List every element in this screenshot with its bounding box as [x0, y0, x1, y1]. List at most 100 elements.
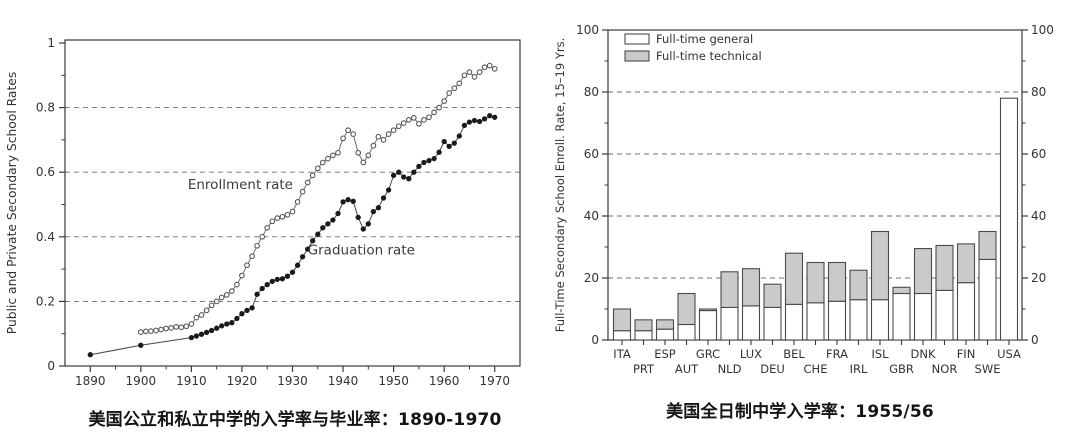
graduation-rate-label: Graduation rate [308, 243, 415, 259]
data-point [178, 324, 185, 331]
bar-NOR-general [935, 289, 954, 341]
enrollment-rate-label: Enrollment rate [188, 177, 293, 193]
data-point [279, 213, 286, 220]
bar-GRC-technical [698, 308, 718, 312]
data-point [355, 214, 361, 221]
data-point [188, 321, 195, 327]
legend-swatch-general [624, 33, 650, 45]
country-label-FRA: FRA [826, 347, 848, 361]
country-label-AUT: AUT [675, 362, 699, 376]
data-point [416, 120, 422, 127]
data-point [305, 246, 311, 252]
data-point [471, 117, 478, 124]
bars [612, 97, 1019, 341]
country-label-SWE: SWE [975, 362, 1001, 376]
right-chart-caption: 美国全日制中学入学率：1955/56 [666, 402, 934, 422]
bar-chart-figure: 0 0 20 20 40 40 60 60 80 80 100 100 Full-Time Second… [540, 0, 1080, 445]
data-point [87, 352, 93, 358]
data-point [214, 325, 220, 331]
data-point [441, 138, 447, 145]
y-tick-label: 0.4 [36, 230, 55, 244]
line-chart: 0 0.2 0.4 0.6 0.8 1 1890 1900 1910 1920 1930 1940 19… [5, 36, 521, 388]
data-point [406, 176, 412, 182]
data-point [239, 311, 245, 317]
y-axis: 0 0.2 0.4 0.6 0.8 1 [36, 36, 65, 373]
data-point [269, 278, 275, 285]
country-label-DNK: DNK [911, 347, 936, 361]
data-point [309, 172, 316, 179]
data-point [244, 262, 250, 269]
data-point [183, 323, 190, 330]
bar-GBR-general [892, 292, 911, 341]
legend-label-technical: Full-time technical [656, 49, 762, 63]
data-point [304, 179, 311, 186]
y-tick-label-left: 60 [584, 147, 599, 161]
data-point [355, 149, 362, 156]
data-point [284, 273, 291, 279]
country-label-NLD: NLD [718, 362, 742, 376]
y-tick-label-right: 0 [1031, 333, 1039, 347]
data-point [244, 307, 250, 314]
data-point [269, 218, 276, 225]
data-point [466, 119, 473, 125]
data-point [476, 69, 483, 75]
data-point [410, 115, 417, 121]
y-tick-label-right: 40 [1031, 209, 1046, 223]
data-point [294, 262, 301, 268]
data-point [466, 69, 473, 75]
country-label-FIN: FIN [957, 347, 976, 361]
bar-CHE-technical [806, 261, 825, 304]
data-point [314, 165, 321, 172]
data-point [345, 197, 351, 203]
data-point [223, 292, 230, 298]
y-tick-label-right: 80 [1031, 85, 1046, 99]
data-point [396, 169, 402, 175]
data-point [390, 127, 397, 134]
data-point [481, 116, 488, 122]
data-point [436, 149, 442, 155]
enrollment-rate-series: Enrollment rate [137, 62, 498, 335]
x-axis: 1890 1900 1910 1920 1930 1940 1950 1960 1970 [75, 366, 510, 388]
bar-DNK-technical [913, 248, 933, 295]
enrollment-rate-line [140, 65, 495, 333]
y-tick-label: 0.2 [36, 294, 55, 308]
y-tick-label-left: 40 [584, 209, 599, 223]
data-point [405, 117, 412, 123]
x-tick-label: 1910 [176, 374, 207, 388]
x-tick-label: 1920 [227, 374, 258, 388]
country-label-CHE: CHE [804, 362, 828, 376]
data-point [198, 312, 205, 318]
country-label-GBR: GBR [889, 362, 914, 376]
data-point [137, 329, 144, 335]
data-point [370, 208, 377, 215]
bar-DNK-general [913, 292, 933, 341]
x-tick-label: 1890 [75, 374, 106, 388]
data-point [461, 72, 468, 79]
data-point [380, 137, 387, 143]
y-tick-label-left: 20 [584, 271, 599, 285]
data-point [320, 225, 326, 231]
bar-SWE-technical [978, 230, 997, 260]
data-point [193, 333, 200, 339]
data-point [208, 302, 215, 309]
legend: Full-time general Full-time technical [624, 32, 762, 63]
graduation-rate-line [90, 115, 495, 356]
bar-FIN-technical [956, 243, 976, 284]
legend-label-general: Full-time general [656, 32, 753, 46]
data-point [299, 188, 306, 195]
country-label-NOR: NOR [932, 362, 958, 376]
graduation-rate-series: Graduation rate [87, 113, 498, 358]
y-tick-label-right: 60 [1031, 147, 1046, 161]
y-axes: 0 0 20 20 40 40 60 60 80 80 100 100 [576, 23, 1054, 347]
data-point [173, 324, 180, 330]
data-point [385, 131, 392, 137]
y-tick-label-left: 0 [591, 333, 599, 347]
data-point [491, 65, 498, 72]
data-point [289, 269, 296, 275]
data-point [259, 233, 266, 240]
data-point [153, 327, 159, 334]
data-point [365, 152, 372, 159]
data-point [158, 326, 164, 333]
data-point [325, 221, 331, 227]
